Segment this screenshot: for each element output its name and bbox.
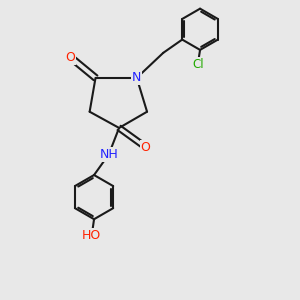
Text: NH: NH	[99, 148, 118, 161]
Text: Cl: Cl	[193, 58, 204, 71]
Text: O: O	[141, 141, 151, 154]
Text: HO: HO	[82, 229, 101, 242]
Text: N: N	[132, 71, 141, 84]
Text: O: O	[66, 51, 75, 64]
